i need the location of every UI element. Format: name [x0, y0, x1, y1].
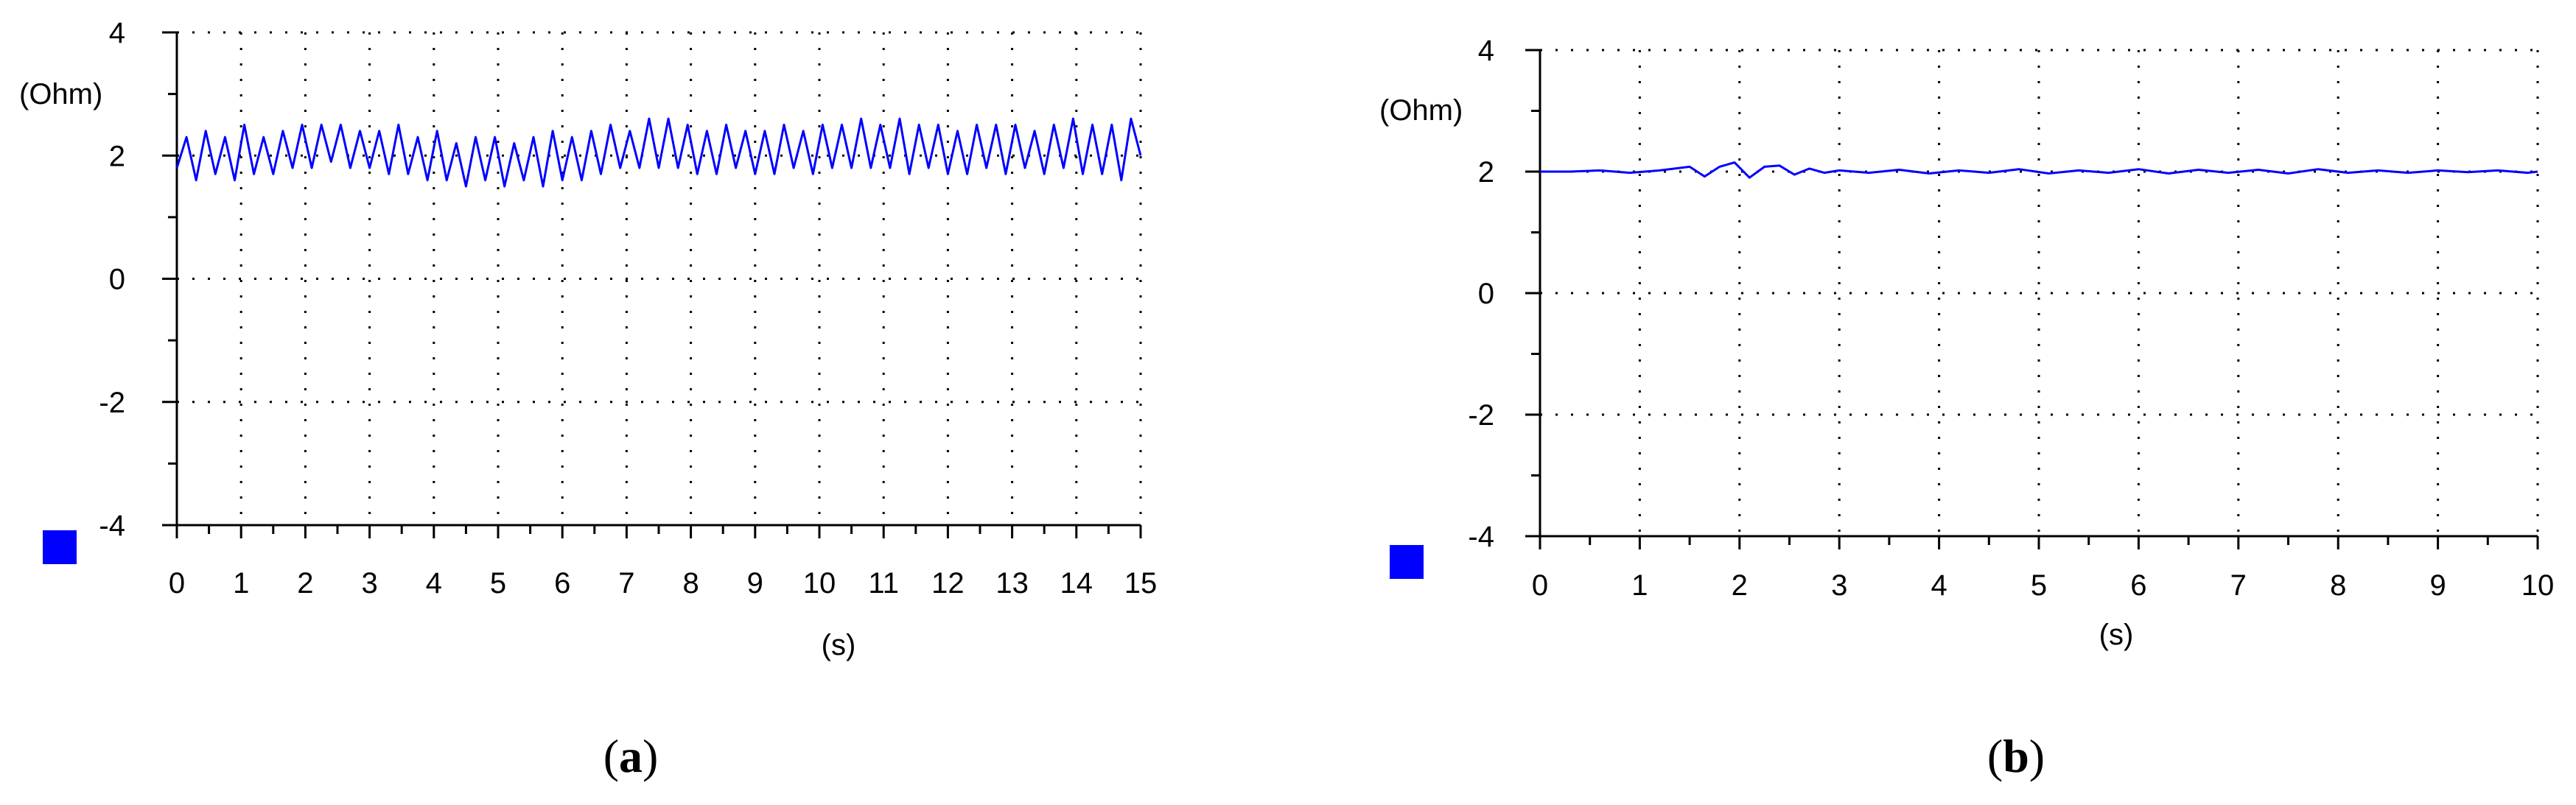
x-tick-label: 7 — [2230, 569, 2247, 602]
y-tick-label: 4 — [1478, 35, 1494, 67]
x-tick-label: 10 — [2521, 569, 2555, 602]
x-tick-label: 9 — [747, 567, 763, 600]
y-tick-labels: 4 2 0 -2 -4 — [99, 17, 125, 542]
y-tick-label: -2 — [99, 387, 125, 419]
x-tick-label: 4 — [1931, 569, 1947, 602]
axes — [1525, 49, 2539, 549]
x-axis-label: (s) — [822, 629, 856, 661]
x-tick-label: 3 — [1831, 569, 1847, 602]
x-tick-labels: 0 1 2 3 4 5 6 7 8 9 10 — [1532, 569, 2554, 602]
grid-lines — [177, 31, 1142, 525]
x-tick-label: 1 — [233, 567, 249, 600]
y-tick-label: 4 — [109, 17, 125, 49]
x-tick-label: 15 — [1124, 567, 1158, 600]
y-tick-label: 2 — [1478, 156, 1494, 189]
series-lines — [1540, 161, 2538, 179]
series-lines — [175, 117, 1142, 188]
x-tick-label: 14 — [1060, 567, 1093, 600]
y-tick-label: -4 — [99, 510, 125, 542]
chart-panel-a: 0 1 2 3 4 5 6 7 8 9 10 11 12 13 14 15 420-2-4 (Ohm) (s)… — [19, 17, 1157, 782]
x-tick-label: 13 — [995, 567, 1029, 600]
x-tick-label: 3 — [361, 567, 377, 600]
axes — [162, 31, 1142, 538]
x-axis-label: (s) — [2099, 619, 2134, 651]
x-tick-label: 7 — [618, 567, 634, 600]
x-tick-label: 5 — [490, 567, 506, 600]
x-tick-label: 12 — [931, 567, 965, 600]
y-tick-label: 0 — [1478, 278, 1494, 310]
grid-lines — [1540, 49, 2539, 536]
y-tick-label: 2 — [109, 140, 125, 172]
x-tick-label: 2 — [1732, 569, 1748, 602]
x-tick-label: 6 — [2130, 569, 2146, 602]
x-tick-label: 0 — [169, 567, 185, 600]
panel-caption-b: (b) — [1987, 730, 2045, 782]
panel-caption-a: (a) — [603, 730, 659, 782]
x-tick-labels: 0 1 2 3 4 5 6 7 8 9 10 11 12 13 14 15 — [169, 567, 1157, 600]
x-tick-label: 8 — [2330, 569, 2346, 602]
y-tick-label: -2 — [1468, 399, 1494, 432]
x-tick-label: 10 — [803, 567, 836, 600]
x-tick-label: 1 — [1631, 569, 1648, 602]
y-tick-label: -4 — [1468, 521, 1494, 553]
y-axis-label: (Ohm) — [19, 78, 102, 110]
legend-marker — [1390, 545, 1424, 579]
series-line — [1540, 161, 2538, 179]
x-tick-label: 5 — [2031, 569, 2047, 602]
y-tick-label: 0 — [109, 264, 125, 296]
x-tick-label: 4 — [426, 567, 442, 600]
x-tick-label: 11 — [868, 567, 899, 600]
series-line — [175, 117, 1142, 188]
x-tick-label: 8 — [682, 567, 699, 600]
chart-panel-b: 0 1 2 3 4 5 6 7 8 9 10 4 2 0 -2 -4 (Ohm) (s) (b) — [1379, 35, 2554, 782]
y-axis-label: (Ohm) — [1379, 94, 1463, 127]
x-tick-label: 6 — [554, 567, 570, 600]
x-tick-label: 9 — [2429, 569, 2446, 602]
y-tick-labels: 4 2 0 -2 -4 — [1468, 35, 1494, 553]
legend-marker — [43, 530, 77, 564]
x-tick-label: 0 — [1532, 569, 1548, 602]
x-tick-label: 2 — [297, 567, 313, 600]
